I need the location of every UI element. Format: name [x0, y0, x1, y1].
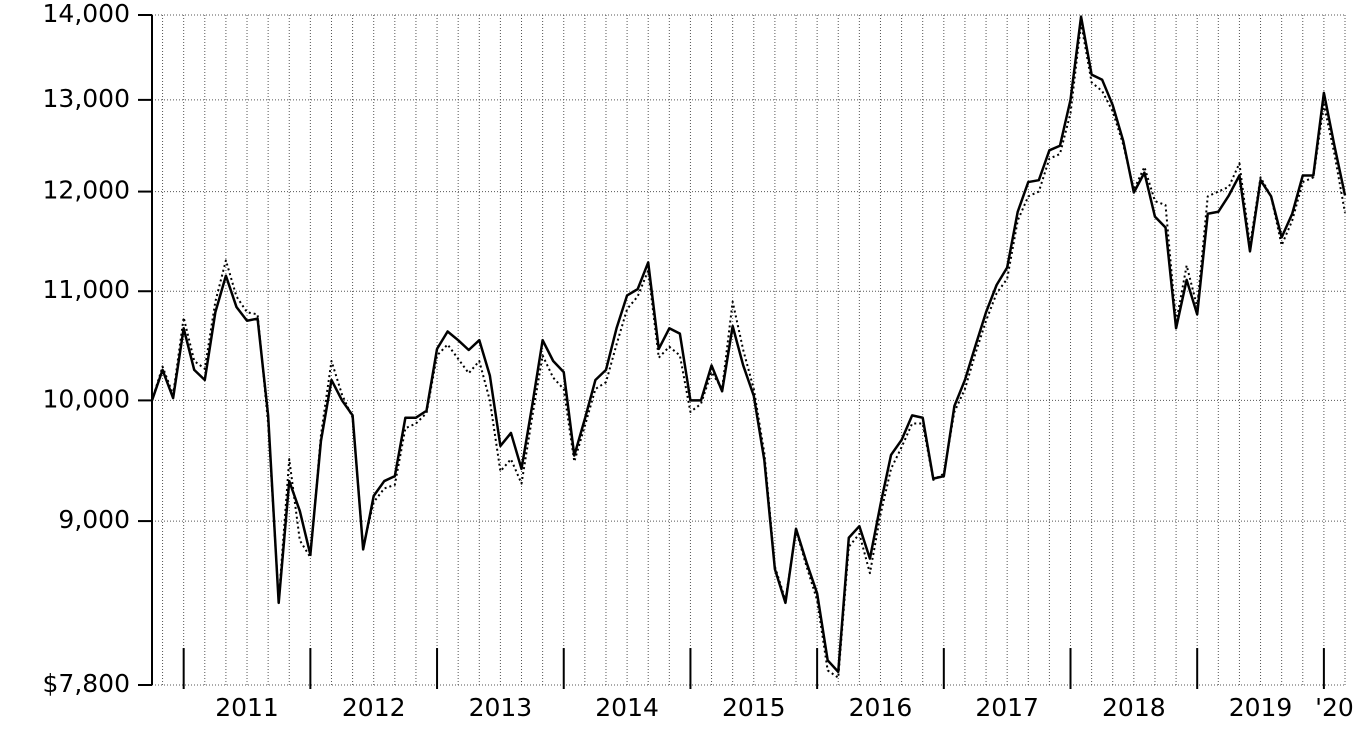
- x-tick-label: 2011: [215, 693, 279, 722]
- x-tick-label: 2012: [342, 693, 406, 722]
- x-tick-label: 2017: [975, 693, 1039, 722]
- x-tick-label: 2018: [1102, 693, 1166, 722]
- y-tick-label: $7,800: [43, 669, 130, 698]
- y-tick-label: 11,000: [43, 275, 130, 304]
- x-tick-label: '20: [1315, 693, 1354, 722]
- y-tick-label: 9,000: [58, 505, 130, 534]
- x-tick-label: 2013: [469, 693, 533, 722]
- line-series: [151, 22, 1346, 679]
- x-tick-label: 2014: [595, 693, 659, 722]
- x-tick-label: 2019: [1229, 693, 1293, 722]
- x-tick-label: 2016: [849, 693, 913, 722]
- y-tick-label: 10,000: [43, 384, 130, 413]
- y-tick-label: 12,000: [43, 176, 130, 205]
- x-tick-label: 2015: [722, 693, 786, 722]
- y-tick-label: 13,000: [43, 84, 130, 113]
- line-series: [150, 15, 1347, 674]
- y-tick-label: 14,000: [43, 0, 130, 28]
